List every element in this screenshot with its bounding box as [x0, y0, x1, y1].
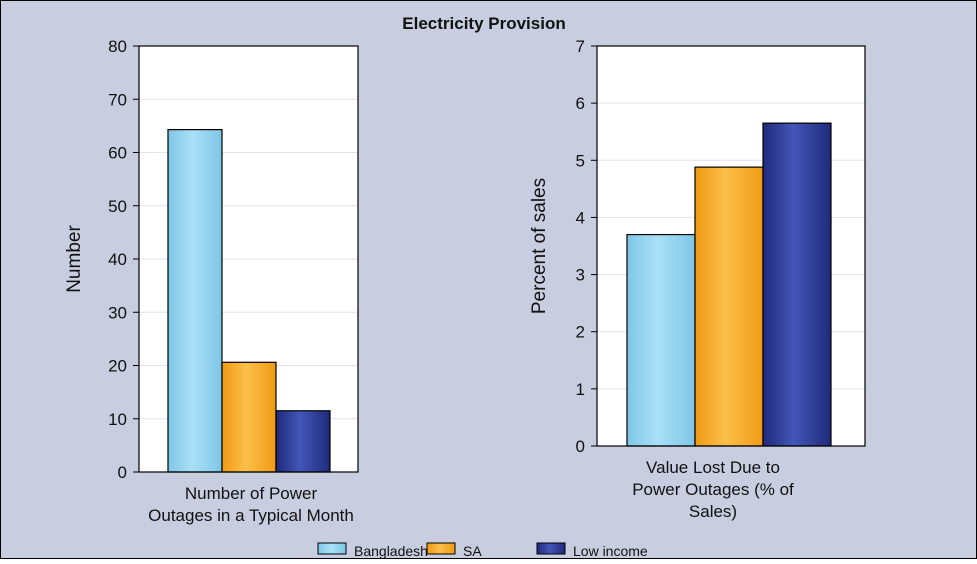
category-label: Value Lost Due to	[646, 458, 780, 477]
y-tick-label: 2	[576, 323, 585, 342]
bar-low-income	[762, 122, 832, 447]
y-tick-label: 4	[576, 208, 585, 227]
legend: Bangladesh SA Low income	[317, 542, 648, 559]
y-tick-label: 60	[108, 144, 127, 163]
category-label: Power Outages (% of	[632, 480, 794, 499]
legend-label: SA	[463, 543, 482, 559]
y-tick-label: 5	[576, 151, 585, 170]
legend-item-low-income: Low income	[536, 542, 648, 559]
y-tick-label: 30	[108, 303, 127, 322]
category-label: Number of Power	[185, 484, 318, 503]
y-axis-label: Number	[64, 225, 85, 293]
y-tick-label: 50	[108, 197, 127, 216]
chart-title: Electricity Provision	[402, 14, 565, 33]
bar-bangladesh	[167, 129, 223, 473]
y-tick-label: 0	[118, 463, 127, 482]
legend-swatch	[317, 542, 347, 555]
category-label: Sales)	[689, 502, 737, 521]
legend-label: Low income	[573, 543, 648, 559]
y-tick-label: 10	[108, 410, 127, 429]
legend-swatch	[536, 542, 566, 555]
y-axis-label: Percent of sales	[529, 178, 550, 314]
y-tick-label: 70	[108, 90, 127, 109]
y-tick-label: 80	[108, 37, 127, 56]
y-tick-label: 20	[108, 357, 127, 376]
y-tick-label: 1	[576, 380, 585, 399]
chart-panel-1: 0 10 20 30 40 50 60 70 80 Number Number of Power Ou…	[64, 37, 359, 525]
legend-swatch	[426, 542, 456, 555]
y-tick-label: 6	[576, 94, 585, 113]
chart-panel-2: 0 1 2 3 4 5 6 7 Percent of sales Value Lost Due t…	[529, 37, 866, 521]
y-tick-label: 40	[108, 250, 127, 269]
y-tick-label: 3	[576, 266, 585, 285]
bar-low-income	[275, 410, 331, 473]
y-tick-label: 7	[576, 37, 585, 56]
bar-sa	[221, 361, 277, 473]
legend-item-sa: SA	[426, 542, 482, 559]
plot-border	[596, 45, 866, 447]
bar-sa	[694, 166, 764, 447]
category-label: Outages in a Typical Month	[148, 506, 354, 525]
legend-item-bangladesh: Bangladesh	[317, 542, 428, 559]
bar-bangladesh	[626, 233, 696, 447]
legend-label: Bangladesh	[354, 543, 428, 559]
y-tick-label: 0	[576, 437, 585, 456]
